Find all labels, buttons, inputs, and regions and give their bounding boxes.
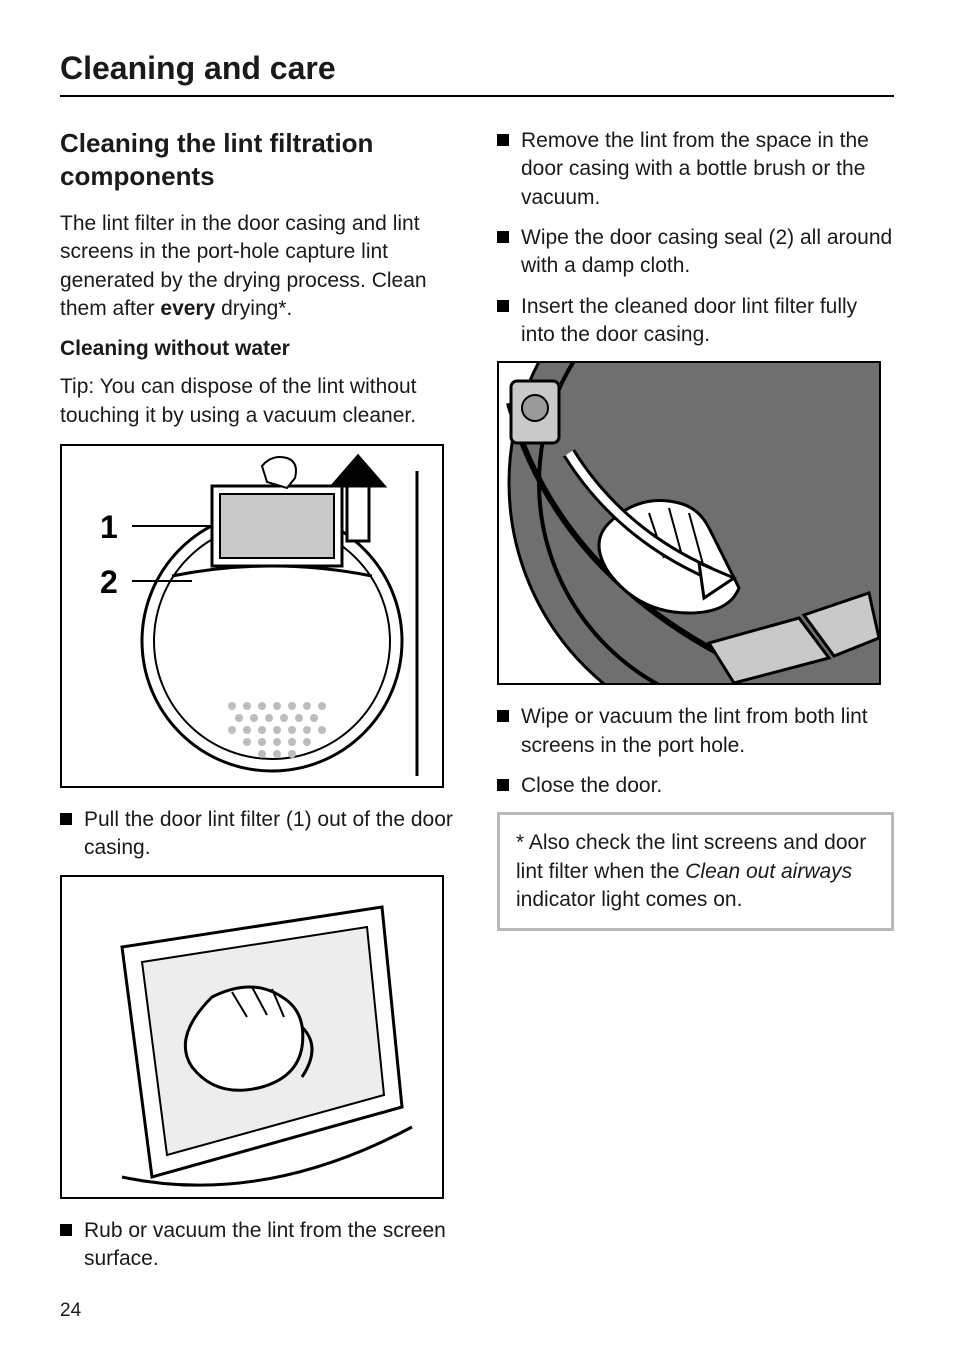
step-pull-filter: Pull the door lint filter (1) out of the… — [60, 806, 457, 863]
figure-2-illustration — [62, 877, 442, 1197]
footnote-text: * Also check the lint screens and door l… — [516, 829, 875, 914]
intro-bold: every — [160, 297, 215, 320]
intro-text-2: drying*. — [215, 297, 292, 320]
step-text: Pull the door lint filter (1) out of the… — [84, 806, 457, 863]
left-column: Cleaning the lint filtration components … — [60, 127, 457, 1285]
left-steps-2: Rub or vacuum the lint from the screen s… — [60, 1217, 457, 1274]
figure-rub-screen — [60, 875, 444, 1199]
step-wipe-screens: Wipe or vacuum the lint from both lint s… — [497, 703, 894, 760]
figure-port-hole — [497, 361, 881, 685]
step-remove-lint: Remove the lint from the space in the do… — [497, 127, 894, 212]
left-steps-1: Pull the door lint filter (1) out of the… — [60, 806, 457, 863]
figure-3-illustration — [499, 363, 879, 683]
heading-rule — [60, 95, 894, 97]
figure1-label-2: 2 — [100, 564, 118, 600]
step-text: Wipe or vacuum the lint from both lint s… — [521, 703, 894, 760]
intro-paragraph: The lint filter in the door casing and l… — [60, 210, 457, 323]
figure1-label-1: 1 — [100, 509, 118, 545]
right-column: Remove the lint from the space in the do… — [497, 127, 894, 1285]
two-column-layout: Cleaning the lint filtration components … — [60, 127, 894, 1285]
step-text: Insert the cleaned door lint filter full… — [521, 293, 894, 350]
step-wipe-seal: Wipe the door casing seal (2) all around… — [497, 224, 894, 281]
subheading-cleaning-without-water: Cleaning without water — [60, 337, 457, 361]
step-text: Remove the lint from the space in the do… — [521, 127, 894, 212]
step-insert-filter: Insert the cleaned door lint filter full… — [497, 293, 894, 350]
step-text: Wipe the door casing seal (2) all around… — [521, 224, 894, 281]
page-number: 24 — [60, 1300, 81, 1322]
figure-1-illustration: 1 2 — [62, 446, 442, 786]
step-close-door: Close the door. — [497, 772, 894, 800]
chapter-title: Cleaning and care — [60, 50, 894, 87]
section-heading: Cleaning the lint filtration components — [60, 127, 457, 192]
right-steps-2: Wipe or vacuum the lint from both lint s… — [497, 703, 894, 800]
step-rub-vacuum: Rub or vacuum the lint from the screen s… — [60, 1217, 457, 1274]
right-steps-1: Remove the lint from the space in the do… — [497, 127, 894, 349]
manual-page: Cleaning and care Cleaning the lint filt… — [0, 0, 954, 1352]
step-text: Rub or vacuum the lint from the screen s… — [84, 1217, 457, 1274]
step-text: Close the door. — [521, 772, 662, 800]
tip-paragraph: Tip: You can dispose of the lint without… — [60, 373, 457, 430]
figure-door-lint-filter: 1 2 — [60, 444, 444, 788]
footnote-box: * Also check the lint screens and door l… — [497, 812, 894, 931]
note-part-2: indicator light comes on. — [516, 888, 742, 911]
note-italic: Clean out airways — [685, 860, 852, 883]
